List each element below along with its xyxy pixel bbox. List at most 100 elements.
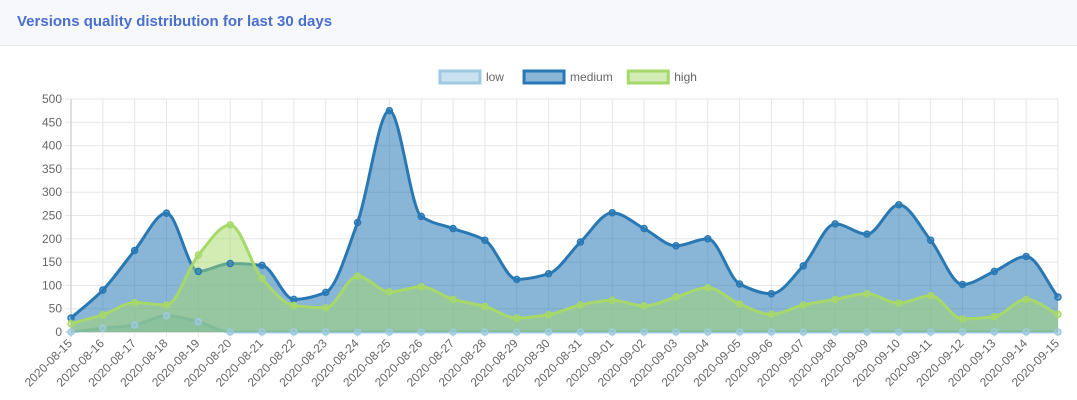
data-point-medium[interactable] (799, 262, 808, 270)
data-point-medium[interactable] (417, 212, 425, 221)
data-point-high[interactable] (385, 288, 394, 296)
data-point-low[interactable] (353, 328, 362, 336)
data-point-high[interactable] (544, 311, 553, 319)
data-point-medium[interactable] (481, 236, 489, 244)
data-point-high[interactable] (194, 251, 203, 259)
data-point-high[interactable] (258, 274, 266, 283)
data-point-high[interactable] (958, 315, 967, 323)
data-point-low[interactable] (162, 311, 171, 320)
data-point-medium[interactable] (290, 295, 298, 304)
data-point-low[interactable] (99, 324, 107, 333)
data-point-medium[interactable] (767, 290, 776, 298)
data-point-high[interactable] (130, 298, 139, 307)
data-point-medium[interactable] (162, 209, 171, 217)
data-point-low[interactable] (226, 328, 234, 336)
data-point-high[interactable] (576, 301, 585, 309)
data-point-high[interactable] (831, 295, 839, 304)
legend-item-high[interactable]: high (626, 69, 697, 85)
data-point-low[interactable] (672, 328, 680, 336)
legend-item-low[interactable]: low (438, 69, 504, 85)
data-point-low[interactable] (321, 328, 330, 336)
data-point-medium[interactable] (130, 246, 139, 255)
data-point-high[interactable] (162, 301, 171, 309)
data-point-high[interactable] (417, 283, 425, 291)
data-point-low[interactable] (767, 328, 776, 336)
chart-container: low medium high 0 50 100 150 200 250 300 350 400 45… (0, 46, 1077, 400)
data-point-low[interactable] (67, 328, 75, 336)
data-point-medium[interactable] (704, 235, 712, 243)
data-point-medium[interactable] (990, 267, 999, 276)
data-point-low[interactable] (1054, 328, 1062, 336)
data-point-low[interactable] (958, 328, 967, 336)
data-point-medium[interactable] (1054, 293, 1062, 301)
data-point-low[interactable] (481, 328, 489, 336)
data-point-medium[interactable] (672, 242, 680, 250)
data-point-medium[interactable] (321, 288, 330, 297)
data-point-high[interactable] (990, 312, 999, 321)
data-point-medium[interactable] (99, 286, 107, 294)
data-point-low[interactable] (258, 328, 266, 336)
data-point-low[interactable] (194, 317, 203, 326)
data-point-medium[interactable] (385, 106, 394, 115)
data-point-low[interactable] (926, 328, 935, 336)
data-point-medium[interactable] (926, 236, 935, 244)
data-point-high[interactable] (290, 301, 298, 310)
data-point-high[interactable] (704, 283, 712, 292)
data-point-high[interactable] (1022, 295, 1030, 304)
data-point-high[interactable] (863, 290, 871, 298)
data-point-low[interactable] (608, 328, 617, 336)
data-point-low[interactable] (735, 328, 744, 336)
data-point-medium[interactable] (895, 201, 903, 209)
data-point-medium[interactable] (640, 224, 648, 233)
data-point-high[interactable] (449, 295, 457, 304)
data-point-high[interactable] (321, 304, 330, 312)
data-point-medium[interactable] (194, 267, 203, 276)
data-point-medium[interactable] (544, 270, 553, 278)
data-point-low[interactable] (512, 328, 521, 336)
data-point-low[interactable] (544, 328, 553, 336)
data-point-high[interactable] (735, 300, 744, 308)
data-point-medium[interactable] (258, 261, 266, 270)
data-point-high[interactable] (640, 302, 648, 310)
data-point-medium[interactable] (735, 280, 744, 288)
data-point-low[interactable] (449, 328, 457, 336)
data-point-high[interactable] (67, 319, 75, 328)
data-point-low[interactable] (385, 328, 394, 336)
data-point-low[interactable] (863, 328, 871, 336)
data-point-low[interactable] (799, 328, 808, 336)
data-point-medium[interactable] (512, 275, 521, 284)
data-point-high[interactable] (799, 301, 808, 309)
data-point-medium[interactable] (958, 280, 967, 289)
data-point-low[interactable] (831, 328, 839, 336)
data-point-high[interactable] (608, 296, 617, 305)
data-point-low[interactable] (130, 321, 139, 329)
data-point-low[interactable] (895, 328, 903, 336)
data-point-low[interactable] (640, 328, 648, 336)
legend-label: low (486, 70, 504, 84)
data-point-high[interactable] (926, 291, 935, 300)
data-point-high[interactable] (767, 310, 776, 319)
data-point-low[interactable] (576, 328, 585, 336)
data-point-low[interactable] (704, 328, 712, 336)
data-point-low[interactable] (990, 328, 999, 336)
legend-item-medium[interactable]: medium (522, 69, 613, 85)
data-point-low[interactable] (1022, 328, 1030, 336)
data-point-high[interactable] (895, 299, 903, 307)
data-point-high[interactable] (353, 272, 362, 280)
data-point-high[interactable] (512, 314, 521, 322)
data-point-medium[interactable] (576, 238, 585, 246)
data-point-high[interactable] (672, 293, 680, 301)
data-point-medium[interactable] (608, 208, 617, 217)
data-point-high[interactable] (481, 302, 489, 311)
data-point-medium[interactable] (226, 259, 234, 268)
data-point-high[interactable] (226, 221, 234, 229)
data-point-medium[interactable] (353, 218, 362, 227)
data-point-medium[interactable] (863, 230, 871, 238)
data-point-low[interactable] (417, 328, 425, 336)
data-point-high[interactable] (99, 311, 107, 319)
data-point-medium[interactable] (831, 220, 839, 228)
data-point-medium[interactable] (1022, 252, 1030, 261)
data-point-low[interactable] (290, 328, 298, 336)
data-point-high[interactable] (1054, 310, 1062, 319)
data-point-medium[interactable] (449, 224, 457, 233)
